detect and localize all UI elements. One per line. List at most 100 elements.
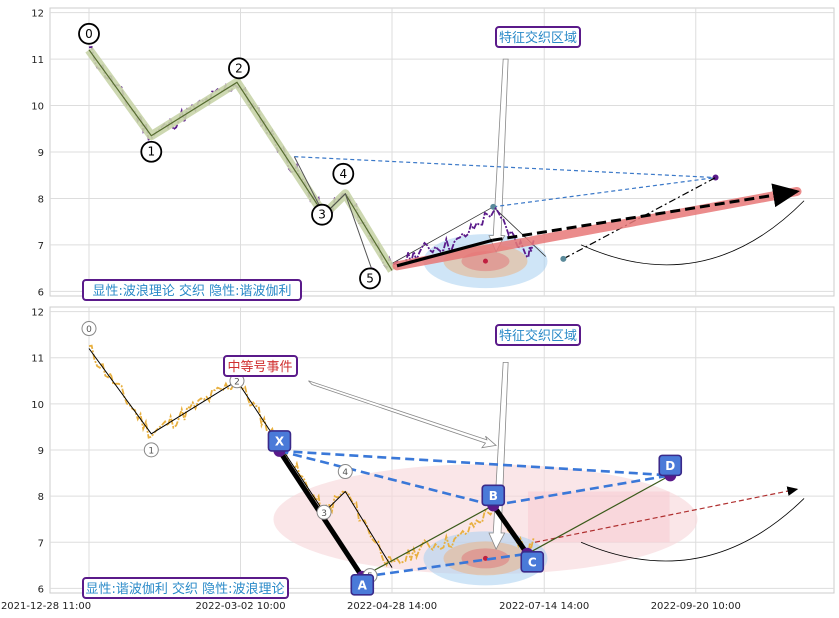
harmonic-label-text: C [528,555,537,569]
y-tick-label: 9 [38,446,44,457]
callout-arrow [488,361,509,551]
y-tick-label: 7 [38,538,44,549]
wave-label-1: 1 [140,140,163,163]
bottom-x-ticks: 2021-12-28 11:00 2022-03-02 10:00 2022-04-… [1,601,741,612]
wave-label-0: 0 [81,321,97,337]
pink-zone [527,491,670,543]
bottom-decoration [308,361,805,562]
bottom-event-box: 中等号事件 [223,355,298,377]
wave-label-3: 3 [311,203,333,226]
wave-label-text: 4 [339,167,347,181]
feature-center-dot [482,555,488,561]
x-tick-label: 2021-12-28 11:00 [1,601,91,612]
top-legend-text: 显性:波浪理论 交织 隐性:谐波伽利 [92,283,291,299]
wave-label-4: 4 [332,162,355,185]
y-tick-label: 6 [38,584,44,595]
harmonic-xd [279,449,671,477]
y-tick-label: 11 [31,55,44,66]
harmonic-label-text: B [489,489,498,503]
wave-label-text: 3 [321,509,327,519]
y-tick-label: 9 [38,148,44,159]
wave-label-2: 2 [228,57,250,80]
y-tick-label: 12 [31,308,44,319]
bottom-legend-box: 显性:谐波伽利 交织 隐性:波浪理论 [82,577,289,599]
harmonic-label-box [658,454,683,477]
bottom-event-text: 中等号事件 [227,359,292,375]
top-annotation-box: 特征交织区域 [495,26,581,48]
projection-arc [580,200,805,266]
harmonic-label-text: X [275,434,285,448]
feature-center-dot [482,258,488,264]
wave-label-circle [332,162,355,185]
y-tick-label: 6 [38,287,44,298]
wave-label-circle [316,504,332,520]
trend-dashed [492,183,800,242]
wave-label-text: 4 [342,468,348,478]
harmonic-label-d: D [658,454,683,477]
wave-label-text: 0 [86,325,92,335]
blue-dashed-line [294,156,716,179]
wave-label-1: 1 [143,442,159,458]
wave-label-circle [78,22,100,45]
harmonic-label-x: X [267,430,292,452]
trend-glow [392,186,802,271]
wave-label-circle [311,203,333,226]
x-tick-label: 2022-09-20 10:00 [651,601,741,612]
wave-label-text: 3 [318,208,326,222]
top-legend-box: 显性:波浪理论 交织 隐性:谐波伽利 [82,279,302,301]
wave-label-text: 2 [235,61,243,75]
projection-arc [580,498,805,562]
y-tick-label: 10 [31,400,44,411]
wave-line [88,49,393,271]
harmonic-label-text: A [358,578,368,592]
wave-label-text: 1 [148,446,154,456]
y-tick-label: 8 [38,194,44,205]
harmonic-cd [526,474,671,555]
wave-label-5: 5 [359,267,381,290]
x-tick-label: 2022-04-28 14:00 [347,601,437,612]
wave-label-4: 4 [337,464,353,480]
bottom-legend-text: 显性:谐波伽利 交织 隐性:波浪理论 [85,581,284,597]
wave-label-circle [337,464,353,480]
wave-label-circle [228,57,250,80]
wave-label-circle [81,321,97,337]
bottom-y-ticks: 6 7 8 9 10 11 12 [31,308,44,596]
trend-solid [396,238,493,268]
blue-dashed-line-2 [493,176,716,208]
harmonic-label-box [350,574,375,596]
wave-subpath [293,156,373,271]
bottom-annotation-text: 特征交织区域 [499,328,577,344]
harmonic-bc [491,503,530,556]
wave-label-3: 3 [316,504,332,520]
bottom-annotation-box: 特征交织区域 [495,324,581,346]
y-tick-label: 7 [38,241,44,252]
harmonic-label-a: A [350,574,375,596]
y-tick-label: 11 [31,354,44,365]
event-arrow [308,380,498,449]
harmonic-label-box [520,550,545,573]
top-trend-lines [392,183,802,271]
wave-label-text: 0 [85,27,93,41]
harmonic-label-c: C [520,550,545,573]
harmonic-ab [362,504,494,578]
wave-label-circle [140,140,163,163]
y-tick-label: 8 [38,492,44,503]
top-wave-labels: 0 1 2 3 4 5 [78,22,381,290]
bottom-price-line [88,344,535,568]
x-tick-label: 2022-03-02 10:00 [195,601,285,612]
harmonic-label-box [267,430,292,452]
y-tick-label: 10 [31,102,44,113]
bottom-harmonic-labels: X A B C D [267,430,683,596]
wave-label-circle [143,442,159,458]
top-y-ticks: 6 7 8 9 10 11 12 [31,9,44,299]
wave-label-text: 5 [366,271,374,285]
harmonic-label-box [481,484,506,507]
projection-dot [712,174,719,181]
harmonic-label-text: D [665,459,675,473]
wave-label-text: 1 [147,145,155,159]
harmonic-xb [279,449,494,507]
top-node-c [560,255,567,262]
